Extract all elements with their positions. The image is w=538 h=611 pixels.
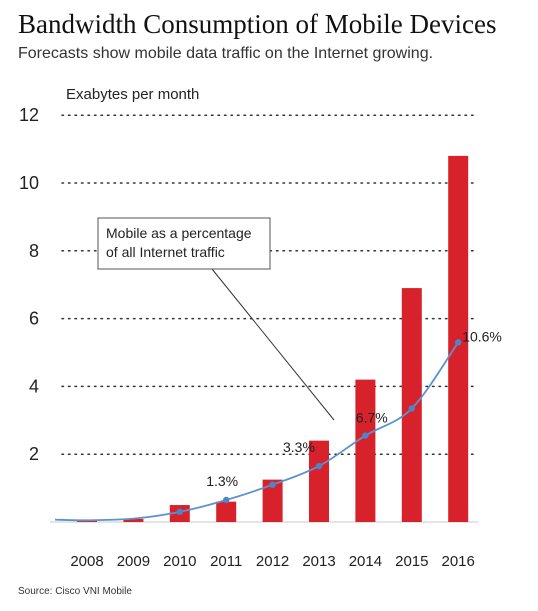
y-tick-label: 6 [29, 309, 39, 329]
x-tick-label: 2014 [349, 553, 382, 570]
bar-2013 [309, 440, 329, 522]
percentage-labels: 1.3% 3.3% 6.7% 10.6% [206, 328, 502, 489]
y-tick-label: 8 [29, 241, 39, 261]
bar-2015 [401, 288, 422, 522]
y-tick-label: 2 [29, 444, 39, 464]
x-tick-label: 2010 [163, 553, 196, 570]
percentage-label-2016: 10.6% [462, 328, 502, 344]
bar-2014 [355, 379, 376, 522]
x-tick-label: 2016 [442, 553, 475, 570]
line-point-2013 [315, 462, 323, 470]
line-point-2011 [223, 496, 230, 504]
annotation-box [97, 217, 271, 270]
annotation-callout: Mobile as a percentage of all Internet t… [97, 217, 335, 421]
x-tick-label: 2013 [302, 553, 335, 570]
y-tick-label: 10 [19, 173, 39, 193]
source-note: Source: Cisco VNI Mobile [18, 586, 132, 597]
bar-2009 [123, 518, 144, 522]
bar-2008 [77, 520, 97, 522]
line-point-2015 [408, 405, 415, 412]
chart-title: Bandwidth Consumption of Mobile Devices [18, 9, 497, 39]
chart-subtitle: Forecasts show mobile data traffic on th… [18, 45, 434, 62]
annotation-line-2: of all Internet traffic [106, 244, 225, 260]
annotation-leader-line [211, 268, 335, 421]
x-tick-label: 2009 [117, 553, 150, 570]
annotation-line-1: Mobile as a percentage [106, 225, 252, 241]
line-point-2014 [362, 432, 369, 439]
bar-2011 [216, 501, 237, 522]
x-tick-label: 2012 [256, 553, 289, 570]
bar-2012 [262, 479, 283, 522]
bar-2016 [448, 155, 469, 522]
line-point-2012 [269, 481, 276, 488]
x-tick-label: 2011 [210, 553, 242, 570]
bars [77, 155, 469, 522]
x-axis-ticks: 2008 2009 2010 2011 2012 2013 2014 2015 2016 [70, 553, 475, 570]
x-tick-label: 2008 [70, 553, 103, 570]
y-axis-label: Exabytes per month [66, 86, 199, 103]
y-tick-label: 4 [29, 376, 39, 396]
percentage-label-2015: 6.7% [356, 409, 388, 425]
y-tick-label: 12 [19, 105, 39, 125]
percentage-label-2013: 3.3% [283, 439, 315, 455]
line-point-2016 [455, 339, 462, 346]
y-axis-ticks: 2 4 6 8 10 12 [19, 105, 39, 464]
percentage-label-2011: 1.3% [206, 473, 238, 489]
line-point-2010 [176, 508, 183, 516]
percentage-line-series [54, 339, 462, 522]
x-tick-label: 2015 [395, 553, 428, 570]
percentage-line [54, 341, 459, 522]
